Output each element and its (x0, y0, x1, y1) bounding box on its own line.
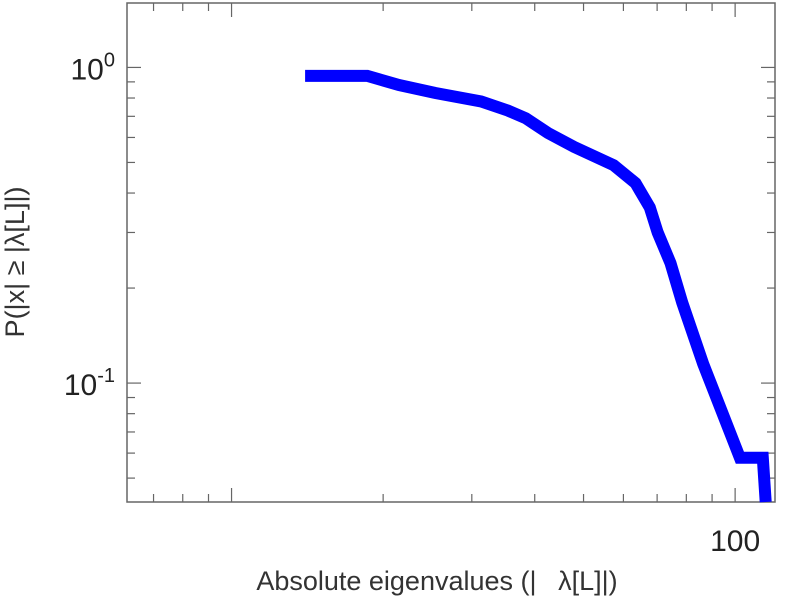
plot-frame (126, 2, 776, 503)
y-tick-label: 10-1 (64, 365, 115, 402)
series-layer (305, 69, 772, 503)
x-tick-label: 100 (710, 525, 760, 558)
tick-labels: 100 100 10-1 (64, 49, 760, 558)
y-axis-ticks (127, 66, 775, 479)
x-axis-title: Absolute eigenvalues (| λ[L]|) (256, 566, 617, 596)
series-line-0 (305, 69, 772, 503)
y-tick-label: 100 (71, 49, 116, 86)
y-axis-title: P(|x| ≥ |λ[L]|) (0, 187, 30, 338)
x-axis-ticks (152, 3, 736, 502)
